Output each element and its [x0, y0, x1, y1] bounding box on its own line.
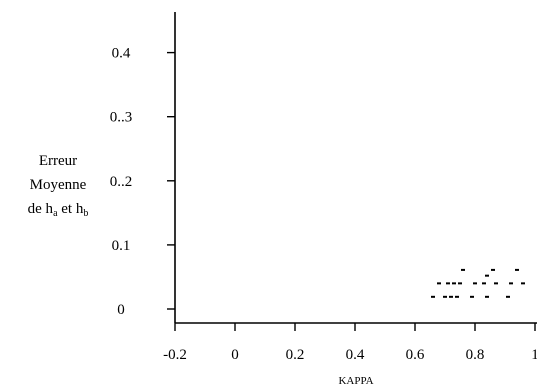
- y-tick-label: 0.4: [112, 46, 131, 62]
- x-tick-label: 0.8: [466, 347, 485, 363]
- axes: [174, 12, 537, 324]
- x-tick-label: 0.2: [286, 347, 305, 363]
- x-tick-label: 0.4: [346, 347, 365, 363]
- y-axis-label: Erreur Moyenne de ha et hb: [28, 153, 89, 219]
- y-axis-label-line-3: de ha et hb: [28, 201, 89, 219]
- y-axis-label-sub-b: b: [83, 208, 88, 219]
- x-tick-label: 0: [231, 347, 239, 363]
- y-tick-label: 0..3: [110, 110, 133, 126]
- y-axis-label-sub-a: a: [53, 208, 58, 219]
- axis-ticks: -0.2 0 0.2 0.4 0.6 0.8 1 0 0.1 0..2 0..3 0.4: [110, 46, 537, 363]
- x-tick-label: 1: [531, 347, 537, 363]
- y-tick-label: 0..2: [110, 174, 133, 190]
- y-axis-label-middle: et h: [58, 201, 84, 217]
- y-tick-label: 0.1: [112, 238, 131, 254]
- data-points: [431, 268, 525, 298]
- x-tick-label: -0.2: [163, 347, 187, 363]
- y-axis-label-line-1: Erreur: [39, 153, 77, 169]
- x-axis-label: KAPPA: [338, 375, 373, 387]
- y-tick-label: 0: [117, 302, 125, 318]
- y-axis-label-prefix: de h: [28, 201, 54, 217]
- x-tick-label: 0.6: [406, 347, 425, 363]
- y-axis-label-line-2: Moyenne: [30, 177, 87, 193]
